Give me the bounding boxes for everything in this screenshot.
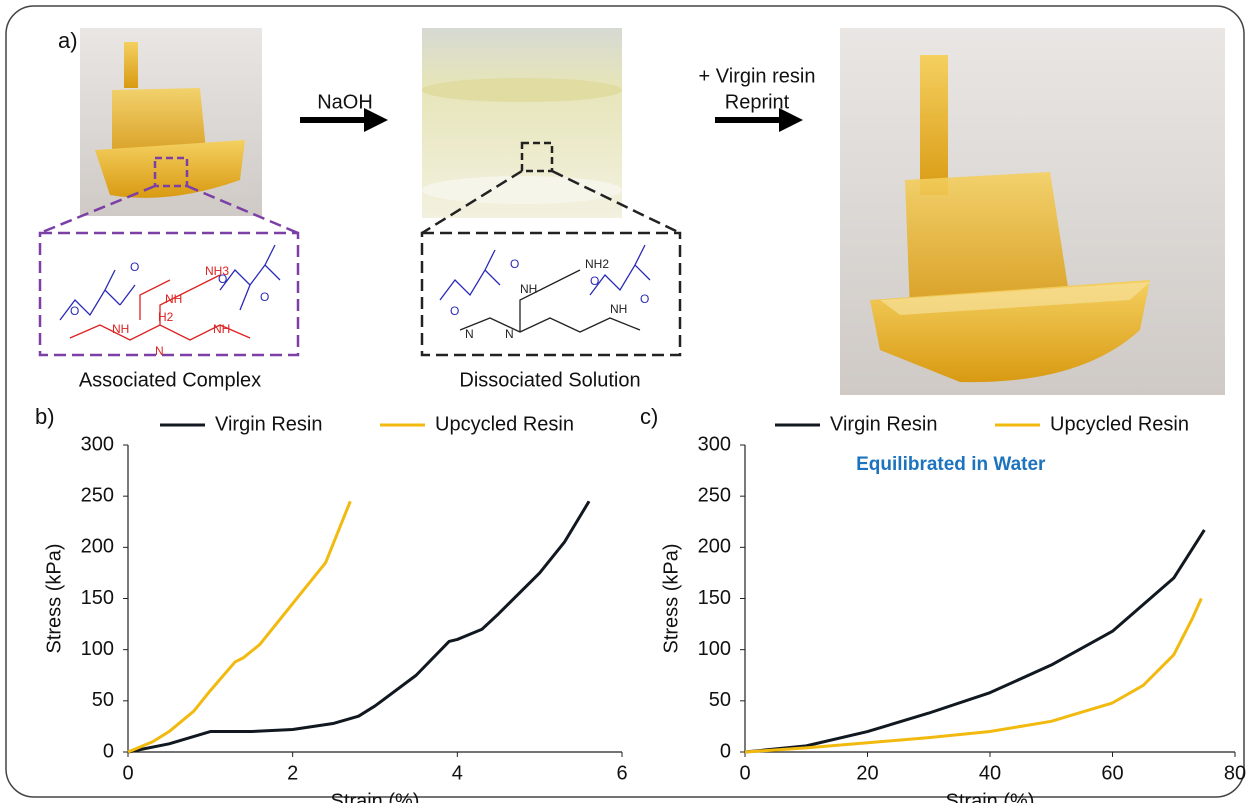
y-tick-label: 0 [103,740,114,762]
atom-label: NH [112,322,129,336]
panel-label: a) [58,28,78,53]
x-tick-label: 80 [1224,762,1246,784]
line-series [745,599,1201,753]
atom-label: O [640,292,649,306]
y-tick-label: 200 [81,536,114,558]
atom-label: NH2 [585,257,609,271]
y-tick-label: 50 [709,689,731,711]
x-tick-label: 6 [616,762,627,784]
atom-label: NH [520,282,537,296]
photo-boat-small [80,28,262,216]
photo-boat-reprinted [840,28,1225,395]
annotation: Equilibrated in Water [856,454,1046,475]
x-tick-label: 40 [979,762,1001,784]
x-tick-label: 60 [1101,762,1123,784]
atom-label: O [260,290,269,304]
atom-label: N [505,327,514,341]
x-tick-label: 4 [452,762,463,784]
panel-label: b) [35,404,55,429]
y-tick-label: 250 [81,484,114,506]
y-axis-label: Stress (kPa) [660,543,682,653]
arrow-label: Reprint [725,91,790,113]
atom-label: H2 [158,310,174,324]
legend-label: Virgin Resin [830,413,937,435]
figure: a) NaOH + Virgin resin Reprint Associate… [0,0,1250,803]
x-tick-label: 0 [739,762,750,784]
y-tick-label: 150 [698,587,731,609]
x-tick-label: 20 [856,762,878,784]
atom-label: O [130,260,139,274]
legend-label: Virgin Resin [215,413,322,435]
line-series [128,501,350,752]
atom-label: NH [165,292,182,306]
atom-label: O [70,304,79,318]
atom-label: N [465,327,474,341]
caption: Dissociated Solution [459,369,640,391]
y-tick-label: 100 [698,638,731,660]
y-tick-label: 0 [720,740,731,762]
legend-label: Upcycled Resin [435,413,574,435]
arrow-label: + Virgin resin [699,65,816,87]
y-tick-label: 150 [81,587,114,609]
atom-label: O [590,274,599,288]
line-series [128,501,589,752]
x-tick-label: 2 [287,762,298,784]
arrow-label: NaOH [317,91,373,113]
line-series [745,530,1204,752]
y-tick-label: 200 [698,536,731,558]
x-axis-label: Strain (%) [946,790,1035,803]
caption: Associated Complex [79,369,261,391]
y-tick-label: 300 [698,433,731,455]
legend-label: Upcycled Resin [1050,413,1189,435]
y-tick-label: 100 [81,638,114,660]
y-axis-label: Stress (kPa) [43,543,65,653]
y-tick-label: 300 [81,433,114,455]
x-axis-label: Strain (%) [331,790,420,803]
y-tick-label: 50 [92,689,114,711]
atom-label: O [450,304,459,318]
y-tick-label: 250 [698,484,731,506]
atom-label: O [218,272,227,286]
x-tick-label: 0 [122,762,133,784]
structure-solution [440,245,650,332]
atom-label: NH [213,322,230,336]
panel-label: c) [640,404,658,429]
atom-label: O [510,257,519,271]
atom-label: NH [610,302,627,316]
atom-label: N [155,344,164,358]
